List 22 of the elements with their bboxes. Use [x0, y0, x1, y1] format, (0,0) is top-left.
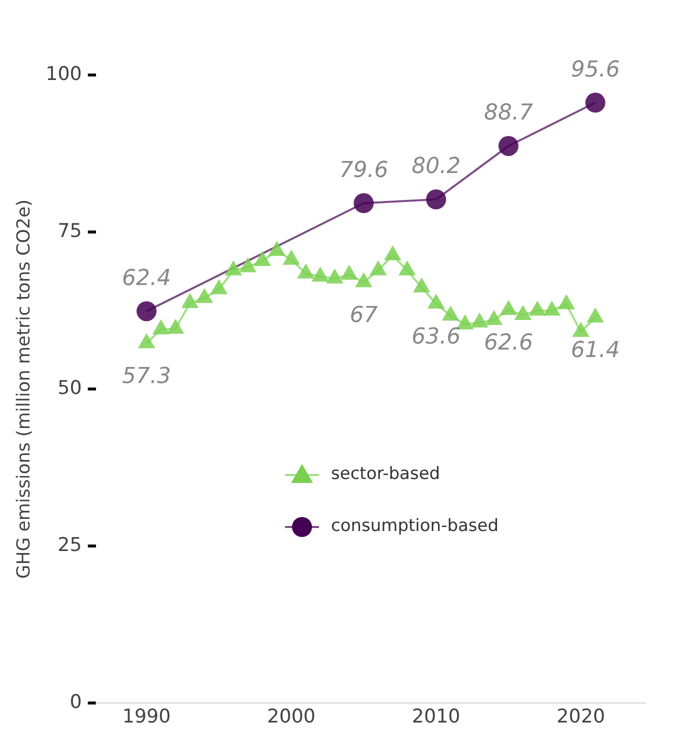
- legend-label: consumption-based: [331, 516, 499, 536]
- x-tick-label: 2000: [267, 706, 316, 728]
- y-tick-label: 75: [58, 220, 82, 242]
- y-tick-label: 50: [58, 377, 82, 400]
- y-tick-label: 100: [46, 62, 82, 85]
- data-label: 67: [350, 303, 378, 328]
- data-label: 95.6: [570, 57, 620, 82]
- data-label: 61.4: [570, 338, 620, 364]
- data-label: 62.4: [122, 266, 172, 291]
- data-label: 57.3: [122, 364, 172, 389]
- x-tick-label: 2020: [556, 706, 606, 728]
- legend-label: sector-based: [331, 464, 440, 484]
- data-label: 63.6: [412, 324, 461, 350]
- data-label: 62.6: [484, 330, 533, 356]
- y-tick-label: 0: [70, 691, 82, 714]
- data-label: 88.7: [484, 100, 533, 126]
- data-label: 79.6: [339, 158, 388, 183]
- y-tick-label: 25: [58, 534, 82, 556]
- data-label: 80.2: [412, 154, 461, 180]
- x-tick-label: 2010: [412, 706, 460, 728]
- y-axis-title: GHG emissions (million metric tons CO2e): [13, 199, 34, 579]
- x-tick-label: 1990: [122, 706, 171, 728]
